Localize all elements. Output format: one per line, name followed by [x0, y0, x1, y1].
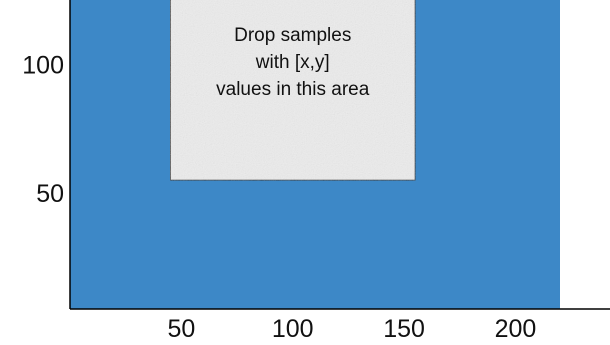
drop-zone-line: values in this area [216, 79, 370, 100]
x-tick-labels: 50 100 150 200 [167, 315, 536, 343]
x-tick-label: 50 [167, 315, 195, 343]
x-tick-label: 100 [272, 315, 314, 343]
y-tick-label: 100 [22, 51, 64, 79]
drop-zone-line: with [x,y] [255, 52, 330, 73]
drop-zone-instruction: Drop samples with [x,y] values in this are… [216, 25, 370, 100]
drop-zone-line: Drop samples [234, 25, 351, 46]
y-tick-labels: 50 100 [22, 51, 64, 208]
x-tick-label: 200 [495, 315, 537, 343]
drop-zone[interactable] [169, 0, 416, 181]
x-tick-label: 150 [383, 315, 425, 343]
y-tick-label: 50 [36, 180, 64, 208]
